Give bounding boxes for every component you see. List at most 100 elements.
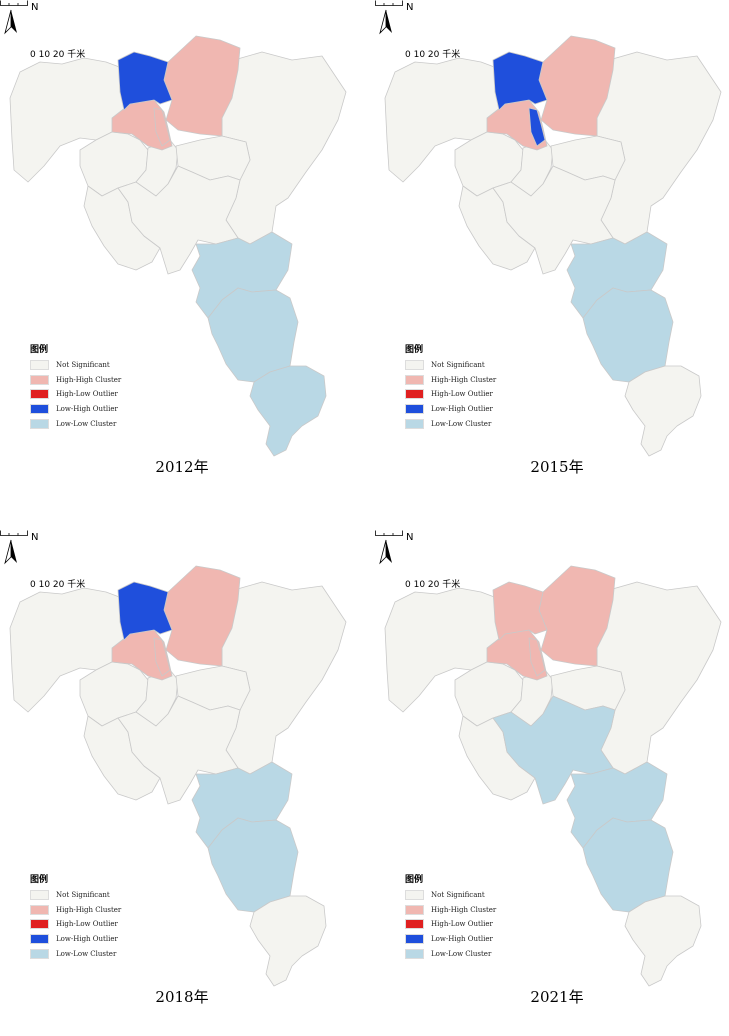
- year-caption: 2015年: [530, 458, 584, 476]
- legend-swatch: [30, 934, 49, 945]
- legend-item: High-Low Outlier: [30, 387, 180, 402]
- region-strip: [528, 637, 546, 677]
- legend-item: Not Significant: [405, 888, 555, 903]
- region-ne_hh: [163, 35, 241, 137]
- region-strip: [528, 107, 546, 147]
- scale-label: 0 10 20 千米: [405, 50, 461, 60]
- map-panel-2021: N 0 10 20 千米 图例 Not Significant High-Hig…: [375, 530, 729, 1036]
- legend: 图例 Not Significant High-High Cluster Hig…: [405, 342, 555, 431]
- legend-item: Low-Low Cluster: [30, 416, 180, 431]
- legend-item: High-High Cluster: [30, 903, 180, 918]
- legend-swatch: [405, 404, 424, 415]
- north-label: N: [31, 532, 39, 543]
- region-north: [492, 51, 548, 111]
- legend-item: High-High Cluster: [30, 373, 180, 388]
- scale-label: 0 10 20 千米: [30, 50, 86, 60]
- legend-label: Not Significant: [56, 361, 110, 370]
- legend-label: High-Low Outlier: [431, 920, 493, 929]
- scale-bar-icon: [375, 0, 403, 6]
- legend-swatch: [405, 360, 424, 371]
- legend-label: Low-High Outlier: [431, 935, 493, 944]
- legend-swatch: [405, 919, 424, 930]
- choropleth-map: [384, 565, 722, 987]
- region-s3: [624, 895, 702, 987]
- region-s2: [207, 287, 299, 383]
- legend-label: High-High Cluster: [431, 905, 497, 914]
- legend-item: High-Low Outlier: [405, 387, 555, 402]
- region-strip: [153, 637, 171, 677]
- map-panel-2012: N 0 10 20 千米 图例 Not Significant High-Hig…: [0, 0, 364, 506]
- legend-swatch: [30, 890, 49, 901]
- legend-item: High-High Cluster: [405, 903, 555, 918]
- legend-swatch: [405, 418, 424, 429]
- legend-swatch: [30, 904, 49, 915]
- legend-swatch: [30, 389, 49, 400]
- legend-label: Low-High Outlier: [431, 405, 493, 414]
- legend-swatch: [30, 948, 49, 959]
- legend-title: 图例: [30, 345, 49, 355]
- legend-label: High-High Cluster: [56, 375, 122, 384]
- legend-item: Low-High Outlier: [405, 932, 555, 947]
- legend-swatch: [405, 904, 424, 915]
- legend-item: Low-Low Cluster: [405, 416, 555, 431]
- legend-title: 图例: [30, 875, 49, 885]
- region-s3: [249, 895, 327, 987]
- north-label: N: [406, 2, 414, 13]
- legend-label: Not Significant: [56, 891, 110, 900]
- north-arrow-icon: [4, 539, 17, 565]
- legend-item: Not Significant: [30, 358, 180, 373]
- legend: 图例 Not Significant High-High Cluster Hig…: [30, 872, 180, 961]
- scale-bar-icon: [0, 0, 28, 6]
- region-north: [492, 581, 548, 641]
- map-panel-2018: N 0 10 20 千米 图例 Not Significant High-Hig…: [0, 530, 364, 1036]
- north-arrow-icon: [379, 539, 392, 565]
- region-ne_hh: [538, 35, 616, 137]
- legend-item: High-High Cluster: [405, 373, 555, 388]
- choropleth-map: [384, 35, 722, 457]
- legend-label: High-Low Outlier: [56, 390, 118, 399]
- legend-title: 图例: [405, 875, 424, 885]
- region-s2: [207, 817, 299, 913]
- year-caption: 2012年: [155, 458, 209, 476]
- legend-label: High-Low Outlier: [431, 390, 493, 399]
- north-label: N: [31, 2, 39, 13]
- legend-item: Low-High Outlier: [30, 402, 180, 417]
- legend-swatch: [30, 374, 49, 385]
- region-s2: [582, 817, 674, 913]
- scale-bar-icon: [375, 530, 403, 536]
- legend-label: Low-High Outlier: [56, 405, 118, 414]
- region-s3: [249, 365, 327, 457]
- year-caption: 2018年: [155, 988, 209, 1006]
- choropleth-map: [9, 35, 347, 457]
- year-caption: 2021年: [530, 988, 584, 1006]
- legend-item: Low-Low Cluster: [405, 946, 555, 961]
- legend-item: High-Low Outlier: [30, 917, 180, 932]
- legend-label: High-High Cluster: [431, 375, 497, 384]
- legend-item: High-Low Outlier: [405, 917, 555, 932]
- north-arrow-icon: [4, 9, 17, 35]
- legend-label: Low-Low Cluster: [431, 419, 492, 428]
- region-ne_hh: [163, 565, 241, 667]
- region-north: [117, 581, 173, 641]
- scale-label: 0 10 20 千米: [405, 580, 461, 590]
- legend-swatch: [405, 374, 424, 385]
- region-s2: [582, 287, 674, 383]
- legend-swatch: [30, 919, 49, 930]
- legend-label: Not Significant: [431, 361, 485, 370]
- region-strip: [153, 107, 171, 147]
- legend-label: Low-Low Cluster: [56, 949, 117, 958]
- legend-label: High-High Cluster: [56, 905, 122, 914]
- legend: 图例 Not Significant High-High Cluster Hig…: [30, 342, 180, 431]
- legend-swatch: [405, 389, 424, 400]
- legend-swatch: [405, 890, 424, 901]
- legend-swatch: [30, 418, 49, 429]
- legend-swatch: [30, 404, 49, 415]
- region-north: [117, 51, 173, 111]
- legend-label: Not Significant: [431, 891, 485, 900]
- legend-swatch: [405, 934, 424, 945]
- legend-item: Low-Low Cluster: [30, 946, 180, 961]
- choropleth-map: [9, 565, 347, 987]
- legend-item: Not Significant: [30, 888, 180, 903]
- legend-item: Low-High Outlier: [405, 402, 555, 417]
- north-arrow-icon: [379, 9, 392, 35]
